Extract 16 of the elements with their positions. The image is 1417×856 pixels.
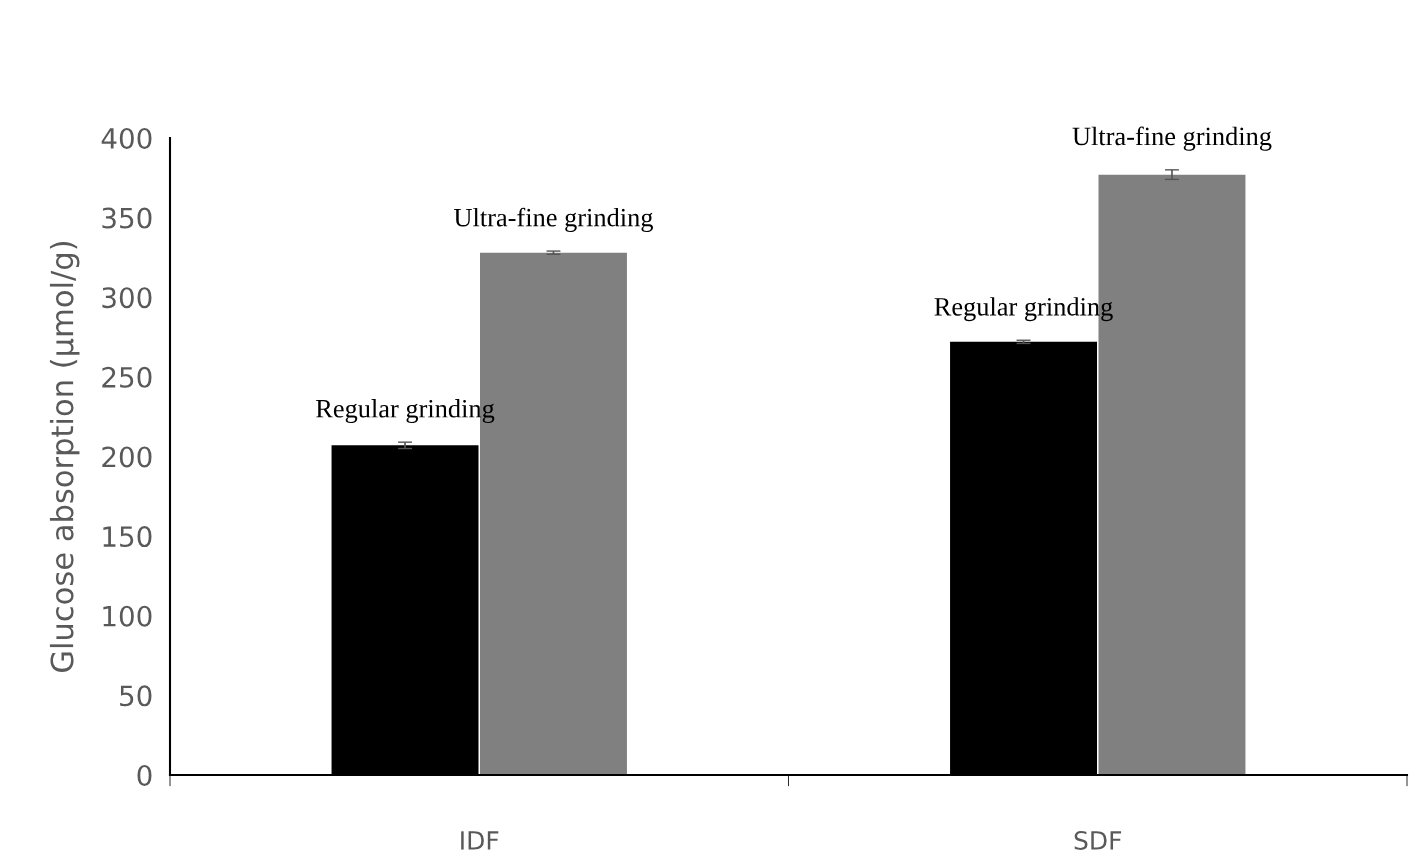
series-label: Ultra-fine grinding [454,207,653,232]
y-axis-title: Glucose absorption (μmol/g) [49,241,80,672]
y-tick-label: 200 [102,446,152,468]
y-tick-label: 400 [101,127,152,149]
text: Ultra-fine grinding [1072,126,1272,151]
series-label: Regular grinding [934,297,1113,322]
y-tick-label: 50 [120,685,152,707]
x-tick-label: IDF [461,831,499,850]
y-tick-label: 300 [102,287,152,309]
y-tick-label: 150 [103,526,152,548]
text: Regular grinding [316,399,495,424]
y-tick-label: 350 [102,207,152,229]
x-tick-label: SDF [1074,831,1122,850]
y-tick-label: 250 [102,366,152,388]
y-tick-label: 100 [103,605,152,627]
y-tick-label: 0 [137,764,152,786]
